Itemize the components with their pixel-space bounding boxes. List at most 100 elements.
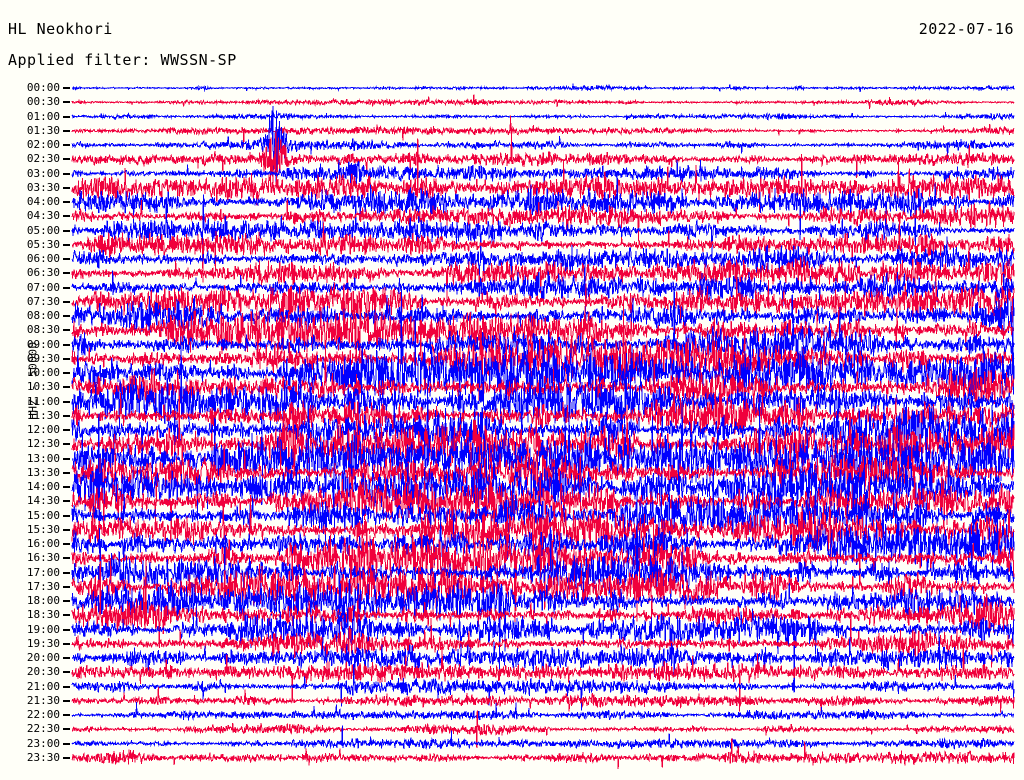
seismogram-trace-row	[71, 194, 1015, 258]
time-tick-mark	[63, 671, 70, 674]
time-tick-mark	[63, 129, 70, 132]
seismogram-trace-row	[71, 199, 1015, 242]
time-tick-label: 08:00	[26, 309, 60, 322]
seismogram-plot[interactable]	[70, 0, 1016, 780]
time-tick-row: 18:30	[0, 609, 72, 621]
seismogram-trace-row	[71, 246, 1015, 317]
time-tick-row: 21:30	[0, 693, 72, 707]
time-tick-label: 01:30	[26, 123, 60, 137]
filter-label: Applied filter: WWSSN-SP	[8, 51, 237, 69]
time-tick-mark	[63, 514, 70, 517]
time-tick-row: 09:30	[0, 351, 72, 365]
seismogram-trace-row	[71, 105, 1015, 186]
seismogram-trace-row	[71, 474, 1015, 549]
time-tick-label: 12:00	[26, 423, 60, 436]
time-tick-row: 05:00	[0, 223, 72, 237]
time-tick-row: 21:00	[0, 680, 72, 693]
time-tick-row: 12:30	[0, 438, 72, 450]
time-tick-mark	[63, 315, 70, 317]
time-tick-mark	[63, 728, 70, 731]
time-tick-mark	[63, 172, 70, 175]
time-tick-mark	[63, 357, 70, 360]
time-tick-label: 18:00	[26, 594, 60, 607]
time-tick-row: 22:00	[0, 709, 72, 721]
time-tick-label: 15:30	[26, 522, 60, 536]
time-tick-label: 07:30	[26, 294, 60, 308]
time-tick-mark	[63, 158, 70, 161]
time-tick-mark	[63, 400, 70, 403]
time-tick-row: 23:30	[0, 750, 72, 764]
time-tick-label: 13:00	[26, 451, 60, 465]
time-tick-mark	[63, 443, 70, 446]
time-tick-label: 03:00	[26, 166, 60, 180]
time-tick-label: 06:00	[26, 252, 60, 265]
time-tick-row: 08:30	[0, 324, 72, 336]
time-tick-mark	[63, 471, 70, 474]
time-tick-row: 12:00	[0, 424, 72, 436]
seismogram-trace-row	[71, 213, 1015, 283]
time-tick-row: 03:00	[0, 166, 72, 180]
time-tick-mark	[63, 657, 70, 659]
time-tick-mark	[63, 115, 70, 118]
time-tick-row: 13:00	[0, 451, 72, 465]
date-label: 2022-07-16	[918, 20, 1014, 38]
time-tick-mark	[63, 614, 70, 617]
time-tick-label: 10:30	[26, 380, 60, 394]
time-tick-label: 17:30	[26, 579, 60, 593]
seismogram-trace-row	[71, 83, 1015, 93]
time-tick-label: 06:30	[26, 266, 60, 280]
seismogram-trace-row	[71, 687, 1015, 715]
time-tick-label: 21:30	[26, 693, 60, 707]
time-tick-mark	[63, 500, 70, 503]
seismogram-trace-row	[71, 386, 1015, 477]
seismogram-trace-row	[71, 710, 1015, 748]
seismogram-trace-row	[71, 94, 1015, 109]
time-tick-label: 05:30	[26, 237, 60, 251]
seismogram-trace-row	[71, 115, 1015, 147]
time-tick-mark	[63, 101, 70, 104]
time-tick-row: 06:00	[0, 253, 72, 265]
time-tick-label: 09:30	[26, 351, 60, 365]
time-tick-mark	[63, 258, 70, 260]
time-tick-row: 04:30	[0, 210, 72, 222]
time-tick-label: 04:30	[26, 209, 60, 223]
time-tick-label: 22:00	[26, 708, 60, 721]
seismogram-trace-row	[71, 620, 1015, 678]
time-tick-mark	[63, 186, 70, 189]
time-tick-row: 14:00	[0, 481, 72, 493]
time-tick-label: 23:30	[26, 750, 60, 764]
time-tick-row: 02:30	[0, 153, 72, 165]
seismogram-trace-row	[71, 111, 1015, 122]
time-tick-row: 10:30	[0, 381, 72, 393]
time-tick-mark	[63, 286, 70, 289]
time-tick-label: 15:00	[26, 508, 60, 522]
time-tick-label: 19:30	[26, 636, 60, 650]
seismogram-trace-row	[71, 725, 1015, 750]
time-tick-row: 01:30	[0, 123, 72, 137]
time-tick-row: 16:30	[0, 552, 72, 564]
time-tick-label: 10:00	[26, 366, 60, 379]
time-tick-mark	[63, 742, 70, 745]
time-tick-row: 14:30	[0, 495, 72, 507]
seismogram-trace-row	[71, 663, 1015, 711]
time-tick-row: 20:00	[0, 652, 72, 664]
time-tick-label: 14:30	[26, 494, 60, 508]
seismogram-trace-row	[71, 336, 1015, 471]
seismogram-trace-row	[71, 293, 1015, 341]
time-tick-mark	[63, 457, 70, 460]
time-tick-label: 09:00	[26, 337, 60, 351]
time-tick-mark	[63, 642, 70, 645]
time-tick-label: 17:00	[26, 565, 60, 579]
time-tick-row: 11:30	[0, 408, 72, 422]
time-tick-label: 00:00	[26, 81, 60, 94]
seismogram-trace-row	[71, 259, 1015, 342]
seismogram-trace-row	[71, 522, 1015, 632]
time-tick-mark	[63, 486, 70, 488]
time-tick-mark	[63, 585, 70, 588]
time-tick-label: 11:30	[26, 408, 60, 422]
time-tick-mark	[63, 756, 70, 759]
seismogram-trace-row	[71, 159, 1015, 188]
time-tick-label: 05:00	[26, 223, 60, 237]
time-tick-mark	[63, 215, 70, 218]
time-tick-label: 11:00	[26, 394, 60, 408]
